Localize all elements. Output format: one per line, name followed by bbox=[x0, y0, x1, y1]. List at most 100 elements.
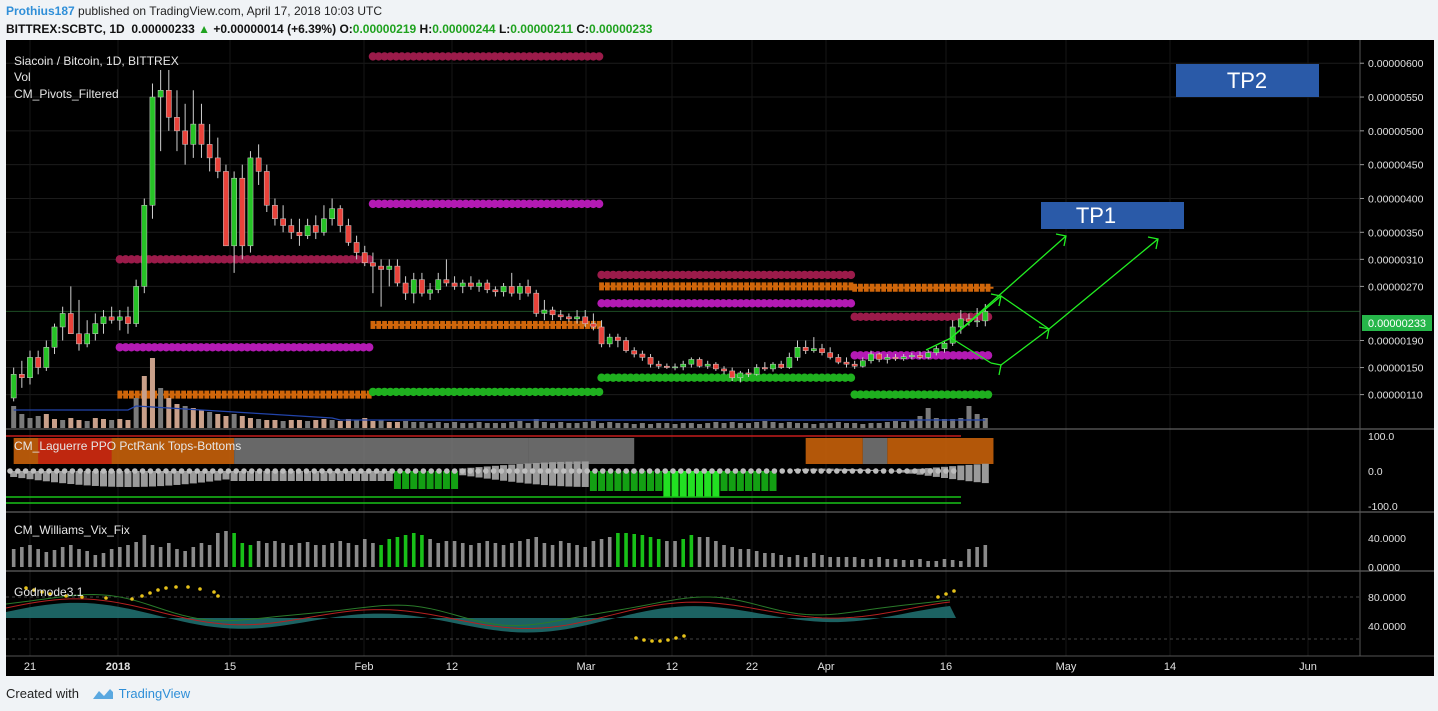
pivot-dot bbox=[330, 255, 339, 264]
volume-bar bbox=[117, 419, 123, 428]
pivot-dot bbox=[943, 390, 952, 399]
vix-bar bbox=[722, 545, 726, 567]
pivot-line bbox=[119, 393, 373, 396]
pane-tick-label: 0.0 bbox=[1368, 466, 1383, 478]
pivot-dot bbox=[850, 312, 859, 322]
vix-bar bbox=[167, 543, 171, 567]
price-tick-label: 0.00000310 bbox=[1368, 254, 1424, 266]
laguerre-zero-dot bbox=[46, 468, 52, 474]
vix-bar bbox=[224, 531, 228, 567]
laguerre-hist-down bbox=[312, 471, 320, 481]
volume-bar bbox=[958, 418, 964, 428]
candle-body bbox=[165, 90, 172, 118]
pivot-dot bbox=[730, 270, 740, 280]
laguerre-zero-dot bbox=[178, 468, 185, 474]
author-link[interactable]: Prothius187 bbox=[6, 4, 75, 18]
pivot-dot bbox=[742, 299, 751, 308]
pivot-dot bbox=[353, 343, 362, 352]
laguerre-hist-down bbox=[720, 471, 728, 491]
laguerre-hist-down bbox=[973, 471, 981, 483]
candle-body bbox=[67, 313, 74, 334]
tradingview-brand-link[interactable]: TradingView bbox=[118, 686, 191, 701]
pivot-dot bbox=[614, 373, 624, 382]
pivot-dot bbox=[829, 373, 838, 382]
laguerre-zero-dot bbox=[342, 468, 349, 474]
vix-bar bbox=[411, 533, 416, 567]
pivot-dot bbox=[565, 387, 575, 397]
pivot-dot bbox=[719, 373, 728, 382]
laguerre-zero-dot bbox=[194, 468, 200, 474]
laguerre-zero-dot bbox=[724, 468, 731, 474]
candle-body bbox=[476, 282, 482, 287]
pivot-dot bbox=[806, 299, 815, 308]
current-price-tag: 0.00000233 bbox=[1362, 315, 1432, 331]
pivot-dot bbox=[196, 343, 206, 352]
pivot-dot bbox=[531, 387, 540, 397]
laguerre-hist-up bbox=[916, 468, 924, 471]
pivot-dot bbox=[666, 299, 676, 308]
laguerre-hist-down bbox=[410, 471, 418, 489]
vix-bar bbox=[501, 545, 506, 567]
pivot-dot bbox=[225, 255, 235, 264]
pivot-dot bbox=[672, 299, 682, 308]
godmode-yellow-dot bbox=[164, 586, 168, 590]
pivot-dot bbox=[701, 270, 711, 280]
time-axis[interactable]: 21 2018 15 Feb 12 Mar 12 22 Apr 16 May 14 Jun bbox=[24, 661, 1317, 673]
volume-bar bbox=[909, 420, 915, 428]
volume-bar bbox=[296, 420, 302, 428]
laguerre-zero-dot bbox=[826, 468, 832, 474]
symbol-legend: Siacoin / Bitcoin, 1D, BITTREX bbox=[14, 54, 179, 68]
pivot-line bbox=[372, 323, 602, 326]
pivot-dot bbox=[301, 255, 310, 264]
pivot-dot bbox=[301, 343, 310, 352]
pivot-dot bbox=[896, 390, 906, 399]
pivot-dot bbox=[891, 312, 900, 322]
candle-body bbox=[361, 252, 368, 263]
vix-bar bbox=[738, 549, 743, 567]
laguerre-hist-down bbox=[336, 471, 344, 481]
candle-body bbox=[116, 316, 123, 321]
laguerre-hist-down bbox=[524, 471, 532, 484]
laguerre-zero-dot bbox=[529, 468, 536, 474]
pivot-dot bbox=[678, 299, 687, 308]
pivot-dot bbox=[817, 299, 827, 308]
pivot-dot bbox=[208, 343, 217, 352]
pivot-dot bbox=[283, 343, 293, 352]
pivot-dot bbox=[380, 387, 389, 397]
price-tick-label: 0.00000110 bbox=[1368, 390, 1423, 402]
candle-body bbox=[917, 355, 923, 358]
time-tick-label: 14 bbox=[1164, 661, 1176, 673]
pivot-dot bbox=[840, 373, 850, 382]
price-axis[interactable]: 0.00000600 0.00000550 0.00000500 0.00000450… bbox=[1360, 58, 1424, 402]
pivot-dot bbox=[420, 199, 430, 209]
godmode-yellow-dot bbox=[650, 639, 654, 643]
candle-body bbox=[459, 282, 466, 287]
laguerre-zero-dot bbox=[904, 468, 910, 474]
volume-bar bbox=[288, 420, 294, 428]
pivot-dot bbox=[444, 199, 453, 209]
volume-bar bbox=[917, 416, 923, 428]
laguerre-zero-dot bbox=[311, 468, 318, 474]
time-tick-label: Jun bbox=[1299, 661, 1317, 673]
time-tick-label: 16 bbox=[940, 661, 952, 673]
vix-bar bbox=[322, 545, 326, 567]
pivot-dot bbox=[525, 387, 534, 397]
pivot-dot bbox=[156, 343, 165, 352]
laguerre-hist-down bbox=[67, 471, 75, 485]
laguerre-zero-dot bbox=[810, 468, 817, 474]
laguerre-hist-down bbox=[189, 471, 197, 484]
pivot-dot bbox=[127, 255, 136, 264]
laguerre-hist-up bbox=[875, 470, 883, 471]
laguerre-hist-up bbox=[524, 463, 532, 471]
laguerre-zero-dot bbox=[779, 468, 785, 474]
vix-bar bbox=[460, 543, 465, 567]
candle-body bbox=[492, 289, 499, 293]
chart-canvas[interactable]: TP2 TP1 Siacoin / Bitcoin, 1D, BITTREX V… bbox=[6, 40, 1434, 676]
pivot-dot bbox=[467, 199, 476, 209]
pivot-dot bbox=[266, 255, 275, 264]
laguerre-hist-down bbox=[663, 471, 671, 497]
vix-bar bbox=[812, 553, 816, 567]
laguerre-hist-down bbox=[932, 471, 940, 477]
pivots-legend: CM_Pivots_Filtered bbox=[14, 87, 119, 101]
vix-bar bbox=[93, 555, 98, 567]
